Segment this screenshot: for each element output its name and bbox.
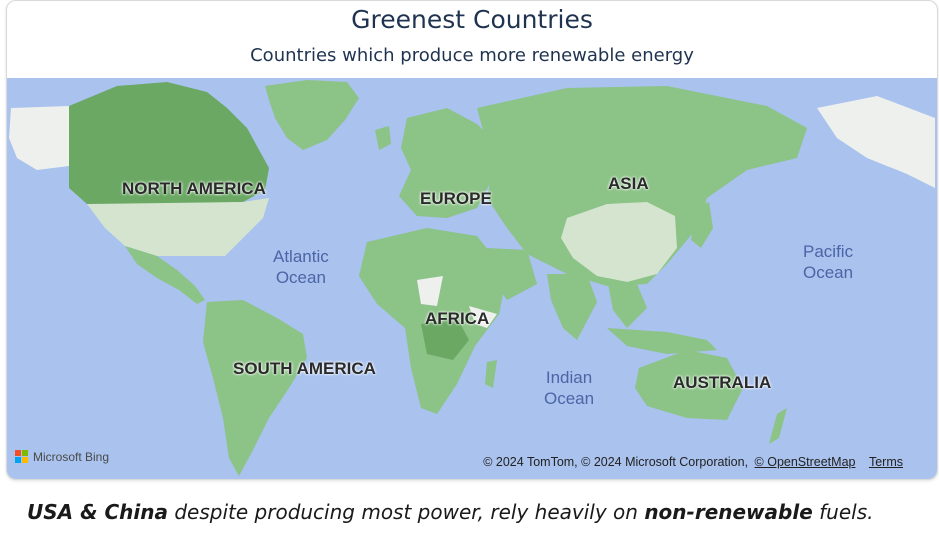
label-pacific-ocean: Pacific Ocean bbox=[803, 242, 854, 282]
land-canada bbox=[69, 82, 269, 204]
caption-text-2: fuels. bbox=[812, 500, 874, 524]
caption-text-1: despite producing most power, rely heavi… bbox=[168, 500, 645, 524]
label-australia: AUSTRALIA bbox=[673, 373, 772, 392]
chart-subtitle: Countries which produce more renewable e… bbox=[250, 45, 694, 66]
land-south-america bbox=[203, 300, 307, 476]
land-far-east bbox=[817, 96, 935, 188]
land-indonesia bbox=[607, 328, 717, 354]
land-japan bbox=[691, 202, 713, 248]
caption-usa-china: USA & China bbox=[27, 500, 168, 524]
caption-non-renewable: non-renewable bbox=[644, 500, 813, 524]
land-europe bbox=[399, 108, 497, 218]
land-india bbox=[547, 274, 597, 340]
label-atlantic-ocean: Atlantic Ocean bbox=[273, 247, 329, 287]
land-asia bbox=[477, 86, 807, 286]
bing-logo-text: Microsoft Bing bbox=[33, 450, 110, 464]
land-greenland bbox=[265, 80, 359, 150]
land-somalia-light bbox=[469, 306, 497, 328]
world-map[interactable]: NORTH AMERICA EUROPE ASIA AFRICA SOUTH A… bbox=[7, 78, 937, 479]
openstreetmap-link[interactable]: © OpenStreetMap bbox=[754, 455, 856, 469]
label-south-america: SOUTH AMERICA bbox=[233, 359, 376, 378]
caption: USA & China despite producing most power… bbox=[27, 500, 874, 524]
land-mexico bbox=[125, 246, 205, 304]
bing-logo[interactable]: Microsoft Bing bbox=[15, 450, 109, 464]
label-north-america: NORTH AMERICA bbox=[122, 179, 266, 198]
microsoft-logo-icon bbox=[15, 450, 29, 464]
chart-title: Greenest Countries bbox=[351, 5, 593, 34]
land-africa bbox=[359, 228, 507, 414]
land-australia bbox=[635, 350, 743, 420]
land-arabia bbox=[487, 248, 537, 300]
land-usa bbox=[87, 198, 269, 256]
map-card: Greenest Countries Countries which produ… bbox=[6, 0, 938, 480]
attribution-text: © 2024 TomTom, © 2024 Microsoft Corporat… bbox=[483, 455, 749, 469]
land-drc bbox=[421, 318, 469, 360]
map-shapes bbox=[9, 80, 935, 476]
land-se-asia bbox=[607, 278, 647, 328]
land-new-zealand bbox=[769, 408, 787, 444]
label-africa: AFRICA bbox=[425, 309, 490, 328]
land-alaska bbox=[9, 106, 69, 170]
label-asia: ASIA bbox=[608, 174, 649, 193]
land-madagascar bbox=[485, 360, 497, 388]
terms-link[interactable]: Terms bbox=[868, 455, 903, 469]
label-europe: EUROPE bbox=[420, 189, 492, 208]
label-indian-ocean: Indian Ocean bbox=[544, 368, 595, 408]
map-attribution: © 2024 TomTom, © 2024 Microsoft Corporat… bbox=[483, 455, 903, 469]
land-uk bbox=[375, 126, 391, 150]
land-africa-north-light bbox=[417, 276, 443, 306]
land-china bbox=[561, 202, 677, 282]
